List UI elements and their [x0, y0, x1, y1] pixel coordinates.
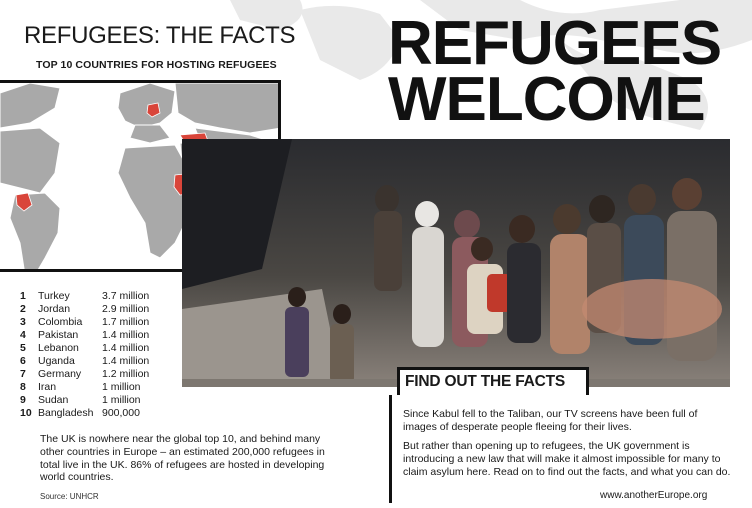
- list-item: 9 Sudan 1 million: [20, 394, 141, 406]
- find-out-title: FIND OUT THE FACTS: [405, 373, 566, 390]
- list-item: 6 Uganda 1.4 million: [20, 355, 150, 367]
- uk-paragraph: The UK is nowhere near the global top 10…: [40, 433, 325, 484]
- headline-line-2: WELCOME: [388, 65, 706, 134]
- asylum-paragraph: But rather than opening up to refugees, …: [403, 440, 731, 478]
- intro-paragraph: Since Kabul fell to the Taliban, our TV …: [403, 408, 698, 433]
- background-world-map: [230, 0, 752, 130]
- website-link[interactable]: www.anotherEurope.org: [600, 490, 708, 501]
- facts-title: REFUGEES: THE FACTS: [24, 22, 296, 49]
- list-item: 7 Germany 1.2 million: [20, 368, 150, 380]
- list-item: 2 Jordan 2.9 million: [20, 303, 150, 315]
- list-item: 5 Lebanon 1.4 million: [20, 342, 150, 354]
- list-item: 4 Pakistan 1.4 million: [20, 329, 150, 341]
- list-item: 10 Bangladesh 900,000: [20, 407, 140, 419]
- list-item: 8 Iran 1 million: [20, 381, 141, 393]
- map-germany: [146, 102, 161, 118]
- refugees-photo: [182, 139, 730, 387]
- find-out-box: [397, 367, 589, 395]
- facts-subtitle: TOP 10 COUNTRIES FOR HOSTING REFUGEES: [36, 59, 277, 71]
- list-item: 1 Turkey 3.7 million: [20, 290, 150, 302]
- map-colombia: [15, 192, 33, 212]
- source-note: Source: UNHCR: [40, 492, 99, 501]
- list-item: 3 Colombia 1.7 million: [20, 316, 150, 328]
- divider-line: [389, 395, 392, 503]
- headline-line-1: REFUGEES: [388, 9, 722, 78]
- headline: REFUGEES WELCOME: [388, 9, 748, 134]
